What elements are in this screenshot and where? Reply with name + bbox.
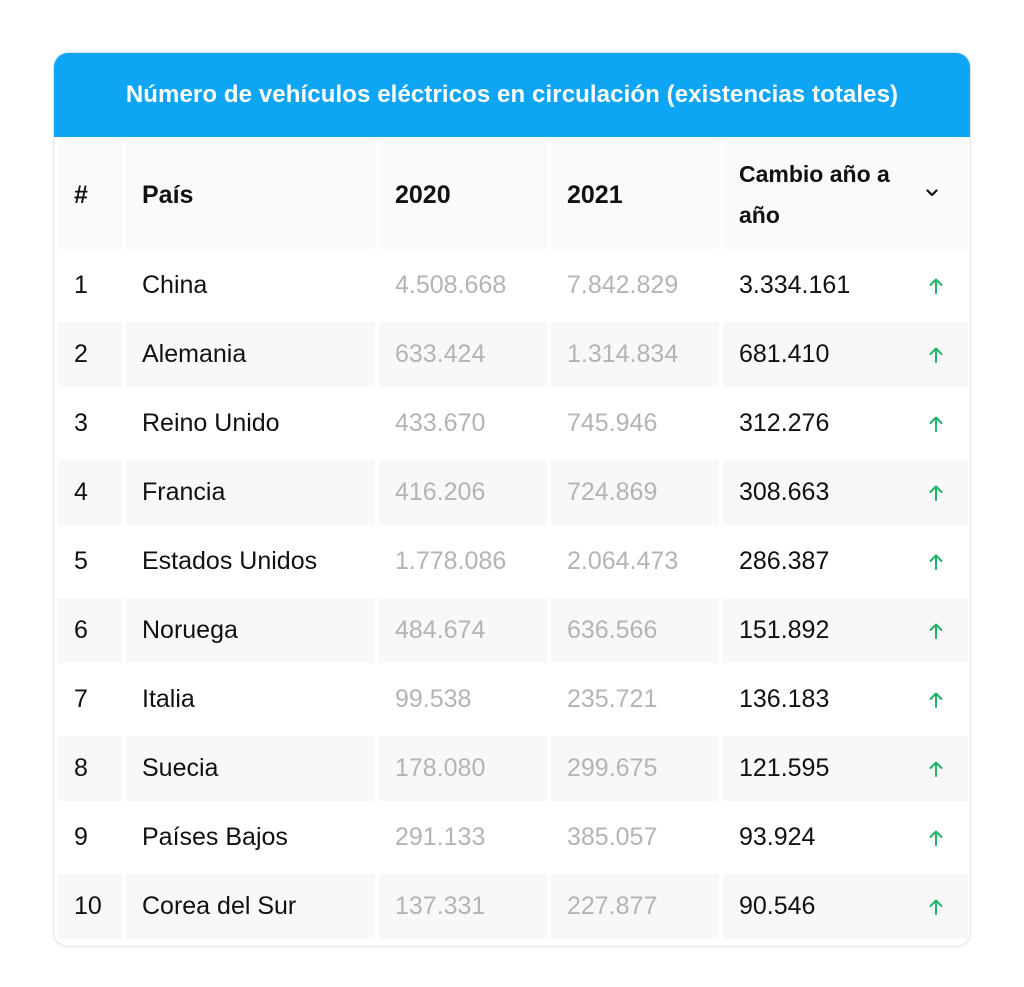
table-row: 2 Alemania 633.424 1.314.834 681.410	[58, 322, 968, 387]
value-2021-cell: 745.946	[551, 391, 719, 456]
country-cell: Noruega	[126, 598, 375, 663]
change-value: 681.410	[739, 340, 830, 368]
value-2020-cell: 416.206	[379, 460, 547, 525]
change-cell: 151.892	[723, 598, 968, 663]
country-cell: Italia	[126, 667, 375, 732]
ev-table: # País 2020 2021 Cambio año a año 1 China…	[54, 137, 970, 943]
value-2021-cell: 299.675	[551, 736, 719, 801]
change-cell: 93.924	[723, 805, 968, 870]
header-change-label: Cambio año a año	[739, 161, 890, 228]
value-2020-cell: 433.670	[379, 391, 547, 456]
value-2020-cell: 137.331	[379, 874, 547, 939]
table-row: 7 Italia 99.538 235.721 136.183	[58, 667, 968, 732]
change-cell: 681.410	[723, 322, 968, 387]
table-row: 4 Francia 416.206 724.869 308.663	[58, 460, 968, 525]
change-cell: 121.595	[723, 736, 968, 801]
table-row: 6 Noruega 484.674 636.566 151.892	[58, 598, 968, 663]
table-row: 5 Estados Unidos 1.778.086 2.064.473 286.387	[58, 529, 968, 594]
chevron-down-icon[interactable]	[926, 187, 938, 199]
change-value: 121.595	[739, 754, 830, 782]
rank-cell: 3	[58, 391, 122, 456]
value-2021-cell: 227.877	[551, 874, 719, 939]
arrow-up-icon	[929, 485, 943, 501]
change-cell: 136.183	[723, 667, 968, 732]
change-cell: 312.276	[723, 391, 968, 456]
table-body: 1 China 4.508.668 7.842.829 3.334.161 2 Aleman…	[58, 253, 968, 939]
arrow-up-icon	[929, 692, 943, 708]
rank-cell: 6	[58, 598, 122, 663]
change-cell: 90.546	[723, 874, 968, 939]
table-title: Número de vehículos eléctricos en circul…	[54, 53, 970, 137]
value-2021-cell: 1.314.834	[551, 322, 719, 387]
change-value: 312.276	[739, 409, 830, 437]
rank-cell: 2	[58, 322, 122, 387]
header-change-sort[interactable]: Cambio año a año	[723, 141, 968, 249]
change-value: 308.663	[739, 478, 830, 506]
change-cell: 3.334.161	[723, 253, 968, 318]
change-value: 3.334.161	[739, 271, 851, 299]
value-2021-cell: 7.842.829	[551, 253, 719, 318]
arrow-up-icon	[929, 761, 943, 777]
value-2020-cell: 99.538	[379, 667, 547, 732]
change-cell: 286.387	[723, 529, 968, 594]
value-2021-cell: 724.869	[551, 460, 719, 525]
value-2020-cell: 633.424	[379, 322, 547, 387]
rank-cell: 1	[58, 253, 122, 318]
value-2020-cell: 291.133	[379, 805, 547, 870]
table-row: 3 Reino Unido 433.670 745.946 312.276	[58, 391, 968, 456]
header-2020: 2020	[379, 141, 547, 249]
rank-cell: 5	[58, 529, 122, 594]
change-value: 90.546	[739, 892, 816, 920]
rank-cell: 8	[58, 736, 122, 801]
value-2020-cell: 178.080	[379, 736, 547, 801]
country-cell: Suecia	[126, 736, 375, 801]
change-cell: 308.663	[723, 460, 968, 525]
table-row: 1 China 4.508.668 7.842.829 3.334.161	[58, 253, 968, 318]
country-cell: Alemania	[126, 322, 375, 387]
value-2020-cell: 1.778.086	[379, 529, 547, 594]
change-value: 136.183	[739, 685, 830, 713]
change-value: 93.924	[739, 823, 816, 851]
arrow-up-icon	[929, 830, 943, 846]
country-cell: China	[126, 253, 375, 318]
arrow-up-icon	[929, 416, 943, 432]
rank-cell: 9	[58, 805, 122, 870]
value-2021-cell: 636.566	[551, 598, 719, 663]
rank-cell: 10	[58, 874, 122, 939]
header-rank: #	[58, 141, 122, 249]
value-2021-cell: 385.057	[551, 805, 719, 870]
country-cell: Estados Unidos	[126, 529, 375, 594]
table-header-row: # País 2020 2021 Cambio año a año	[58, 141, 968, 249]
value-2021-cell: 235.721	[551, 667, 719, 732]
table-row: 10 Corea del Sur 137.331 227.877 90.546	[58, 874, 968, 939]
arrow-up-icon	[929, 623, 943, 639]
country-cell: Francia	[126, 460, 375, 525]
change-value: 286.387	[739, 547, 830, 575]
country-cell: Reino Unido	[126, 391, 375, 456]
value-2020-cell: 4.508.668	[379, 253, 547, 318]
value-2021-cell: 2.064.473	[551, 529, 719, 594]
arrow-up-icon	[929, 347, 943, 363]
rank-cell: 4	[58, 460, 122, 525]
ev-table-card: Número de vehículos eléctricos en circul…	[54, 53, 970, 946]
arrow-up-icon	[929, 278, 943, 294]
value-2020-cell: 484.674	[379, 598, 547, 663]
table-row: 9 Países Bajos 291.133 385.057 93.924	[58, 805, 968, 870]
arrow-up-icon	[929, 899, 943, 915]
header-country: País	[126, 141, 375, 249]
country-cell: Países Bajos	[126, 805, 375, 870]
table-row: 8 Suecia 178.080 299.675 121.595	[58, 736, 968, 801]
change-value: 151.892	[739, 616, 830, 644]
country-cell: Corea del Sur	[126, 874, 375, 939]
rank-cell: 7	[58, 667, 122, 732]
arrow-up-icon	[929, 554, 943, 570]
header-2021: 2021	[551, 141, 719, 249]
